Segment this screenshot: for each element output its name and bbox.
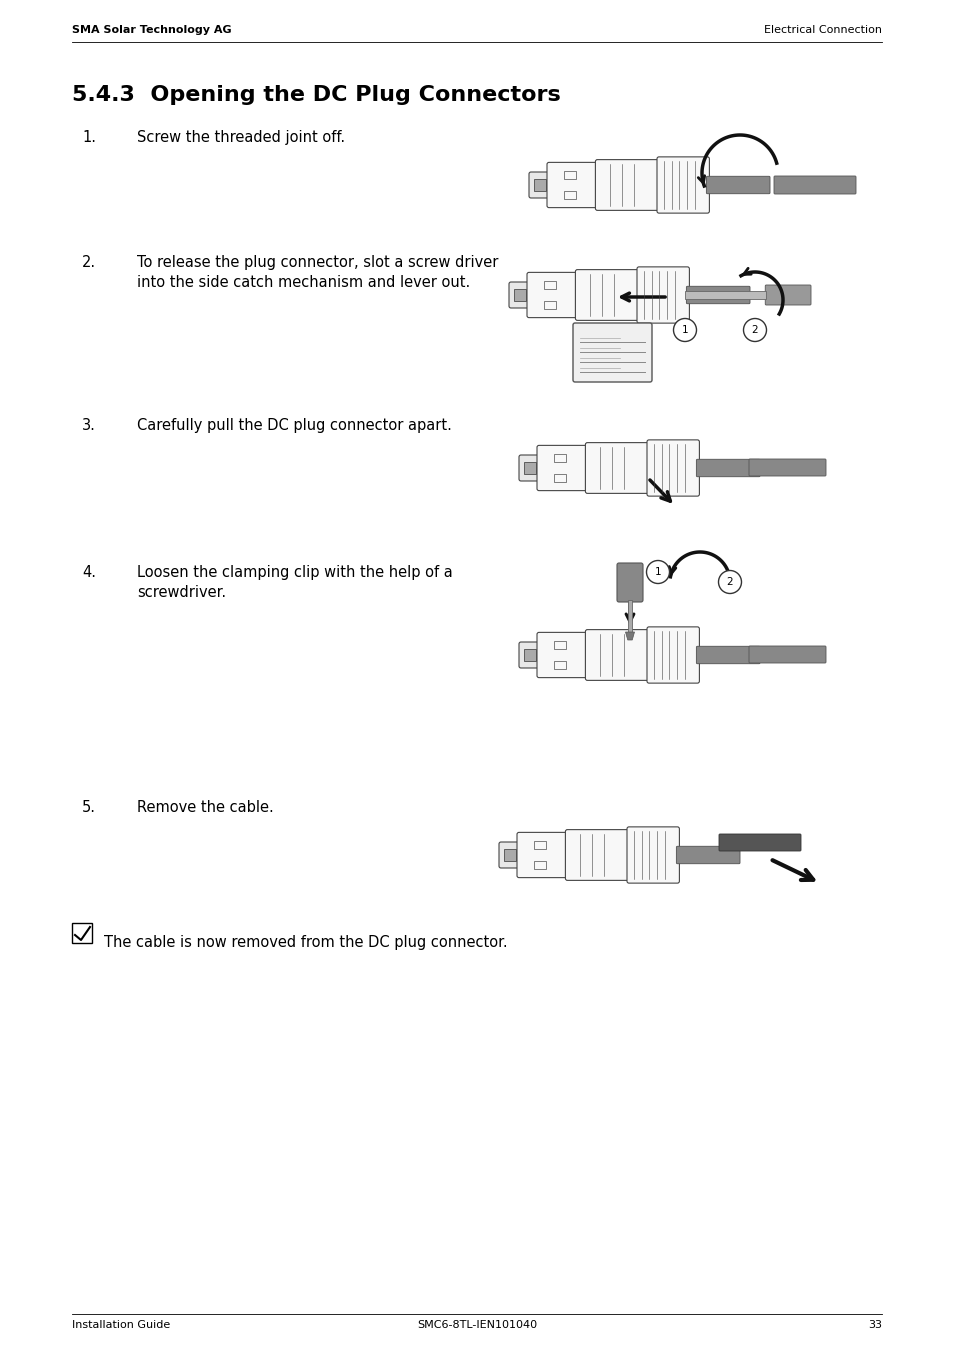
FancyBboxPatch shape: [575, 269, 640, 320]
Bar: [523, 462, 536, 475]
FancyBboxPatch shape: [773, 176, 855, 193]
Text: 2.: 2.: [82, 256, 96, 270]
Text: 3.: 3.: [82, 418, 95, 433]
FancyBboxPatch shape: [518, 642, 540, 668]
Bar: [553, 661, 565, 669]
FancyBboxPatch shape: [546, 162, 598, 208]
Text: The cable is now removed from the DC plug connector.: The cable is now removed from the DC plu…: [104, 936, 507, 950]
Text: 2: 2: [751, 324, 758, 335]
Text: 2: 2: [726, 577, 733, 587]
Text: 1: 1: [681, 324, 688, 335]
Bar: [553, 454, 565, 461]
FancyBboxPatch shape: [573, 323, 651, 383]
Bar: [684, 291, 765, 299]
Bar: [553, 475, 565, 483]
Bar: [503, 849, 516, 861]
Polygon shape: [625, 631, 634, 639]
Bar: [563, 192, 575, 199]
Text: Loosen the clamping clip with the help of a
screwdriver.: Loosen the clamping clip with the help o…: [137, 565, 453, 600]
Bar: [563, 170, 575, 178]
Bar: [534, 178, 545, 191]
Bar: [543, 301, 555, 310]
Bar: [553, 641, 565, 649]
FancyBboxPatch shape: [657, 157, 709, 214]
Text: 4.: 4.: [82, 565, 96, 580]
FancyBboxPatch shape: [498, 842, 520, 868]
Text: Electrical Connection: Electrical Connection: [763, 24, 882, 35]
FancyBboxPatch shape: [764, 285, 810, 306]
FancyBboxPatch shape: [719, 834, 801, 850]
FancyBboxPatch shape: [637, 266, 689, 323]
Bar: [533, 861, 545, 869]
FancyBboxPatch shape: [585, 630, 650, 680]
FancyBboxPatch shape: [617, 562, 642, 602]
Circle shape: [673, 319, 696, 342]
FancyBboxPatch shape: [748, 458, 825, 476]
FancyBboxPatch shape: [529, 172, 551, 197]
FancyBboxPatch shape: [696, 460, 760, 477]
FancyBboxPatch shape: [646, 627, 699, 683]
Text: 5.: 5.: [82, 800, 96, 815]
Text: 1.: 1.: [82, 130, 96, 145]
FancyBboxPatch shape: [565, 830, 630, 880]
Bar: [514, 289, 525, 301]
Text: 1: 1: [654, 566, 660, 577]
FancyBboxPatch shape: [526, 272, 578, 318]
FancyBboxPatch shape: [646, 439, 699, 496]
Text: 33: 33: [867, 1320, 882, 1330]
Bar: [71, 923, 91, 942]
Text: Carefully pull the DC plug connector apart.: Carefully pull the DC plug connector apa…: [137, 418, 452, 433]
FancyBboxPatch shape: [626, 827, 679, 883]
FancyBboxPatch shape: [748, 646, 825, 662]
Circle shape: [718, 571, 740, 594]
FancyBboxPatch shape: [509, 283, 531, 308]
Text: SMA Solar Technology AG: SMA Solar Technology AG: [71, 24, 232, 35]
Text: Screw the threaded joint off.: Screw the threaded joint off.: [137, 130, 345, 145]
Circle shape: [646, 561, 669, 584]
FancyBboxPatch shape: [676, 846, 740, 864]
FancyBboxPatch shape: [685, 287, 749, 304]
FancyBboxPatch shape: [705, 176, 769, 193]
FancyBboxPatch shape: [696, 646, 760, 664]
Bar: [533, 841, 545, 849]
Text: 5.4.3  Opening the DC Plug Connectors: 5.4.3 Opening the DC Plug Connectors: [71, 85, 560, 105]
Bar: [523, 649, 536, 661]
FancyBboxPatch shape: [537, 633, 589, 677]
FancyBboxPatch shape: [517, 833, 569, 877]
Bar: [627, 600, 632, 631]
Text: To release the plug connector, slot a screw driver
into the side catch mechanism: To release the plug connector, slot a sc…: [137, 256, 497, 289]
Text: Installation Guide: Installation Guide: [71, 1320, 170, 1330]
Text: SMC6-8TL-IEN101040: SMC6-8TL-IEN101040: [416, 1320, 537, 1330]
Bar: [543, 281, 555, 289]
Text: Remove the cable.: Remove the cable.: [137, 800, 274, 815]
Circle shape: [742, 319, 765, 342]
FancyBboxPatch shape: [537, 445, 589, 491]
FancyBboxPatch shape: [595, 160, 660, 211]
FancyBboxPatch shape: [518, 456, 540, 481]
FancyBboxPatch shape: [585, 442, 650, 493]
